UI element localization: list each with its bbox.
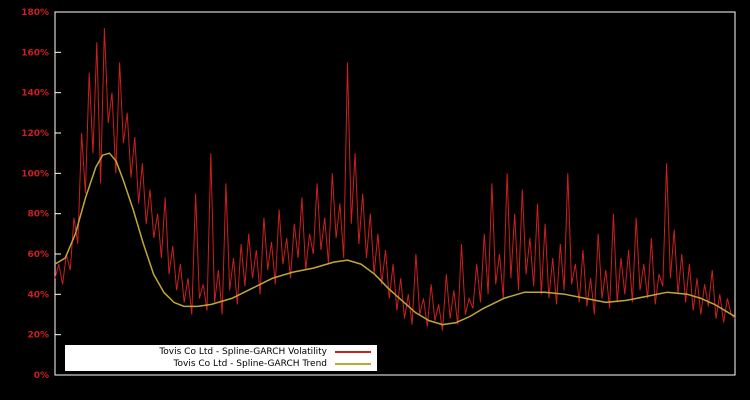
- volatility-series-line: [54, 28, 736, 331]
- y-tick-label: 20%: [27, 331, 49, 341]
- legend-entry-volatility: Tovis Co Ltd - Spline-GARCH Volatility: [65, 346, 371, 358]
- y-tick-label: 60%: [27, 250, 49, 260]
- legend-label-volatility: Tovis Co Ltd - Spline-GARCH Volatility: [159, 346, 327, 357]
- legend: Tovis Co Ltd - Spline-GARCH Volatility T…: [64, 344, 378, 372]
- trend-series-line: [54, 152, 736, 326]
- legend-entry-trend: Tovis Co Ltd - Spline-GARCH Trend: [65, 359, 371, 371]
- y-tick-label: 180%: [21, 8, 49, 18]
- series-lines: [54, 28, 736, 331]
- y-tick-label: 0%: [34, 371, 49, 381]
- legend-label-trend: Tovis Co Ltd - Spline-GARCH Trend: [173, 359, 327, 370]
- y-axis-ticks: 0% 20% 40% 60% 80% 100% 120% 140% 160% 180%: [21, 8, 61, 381]
- y-tick-label: 40%: [27, 290, 49, 300]
- y-tick-label: 80%: [27, 210, 49, 220]
- y-tick-label: 140%: [21, 89, 49, 99]
- y-tick-label: 100%: [21, 169, 49, 179]
- y-tick-label: 120%: [21, 129, 49, 139]
- plot-frame: [54, 11, 736, 376]
- legend-line-sample-trend: [335, 363, 371, 366]
- legend-line-sample-volatility: [335, 350, 371, 353]
- y-tick-label: 160%: [21, 48, 49, 58]
